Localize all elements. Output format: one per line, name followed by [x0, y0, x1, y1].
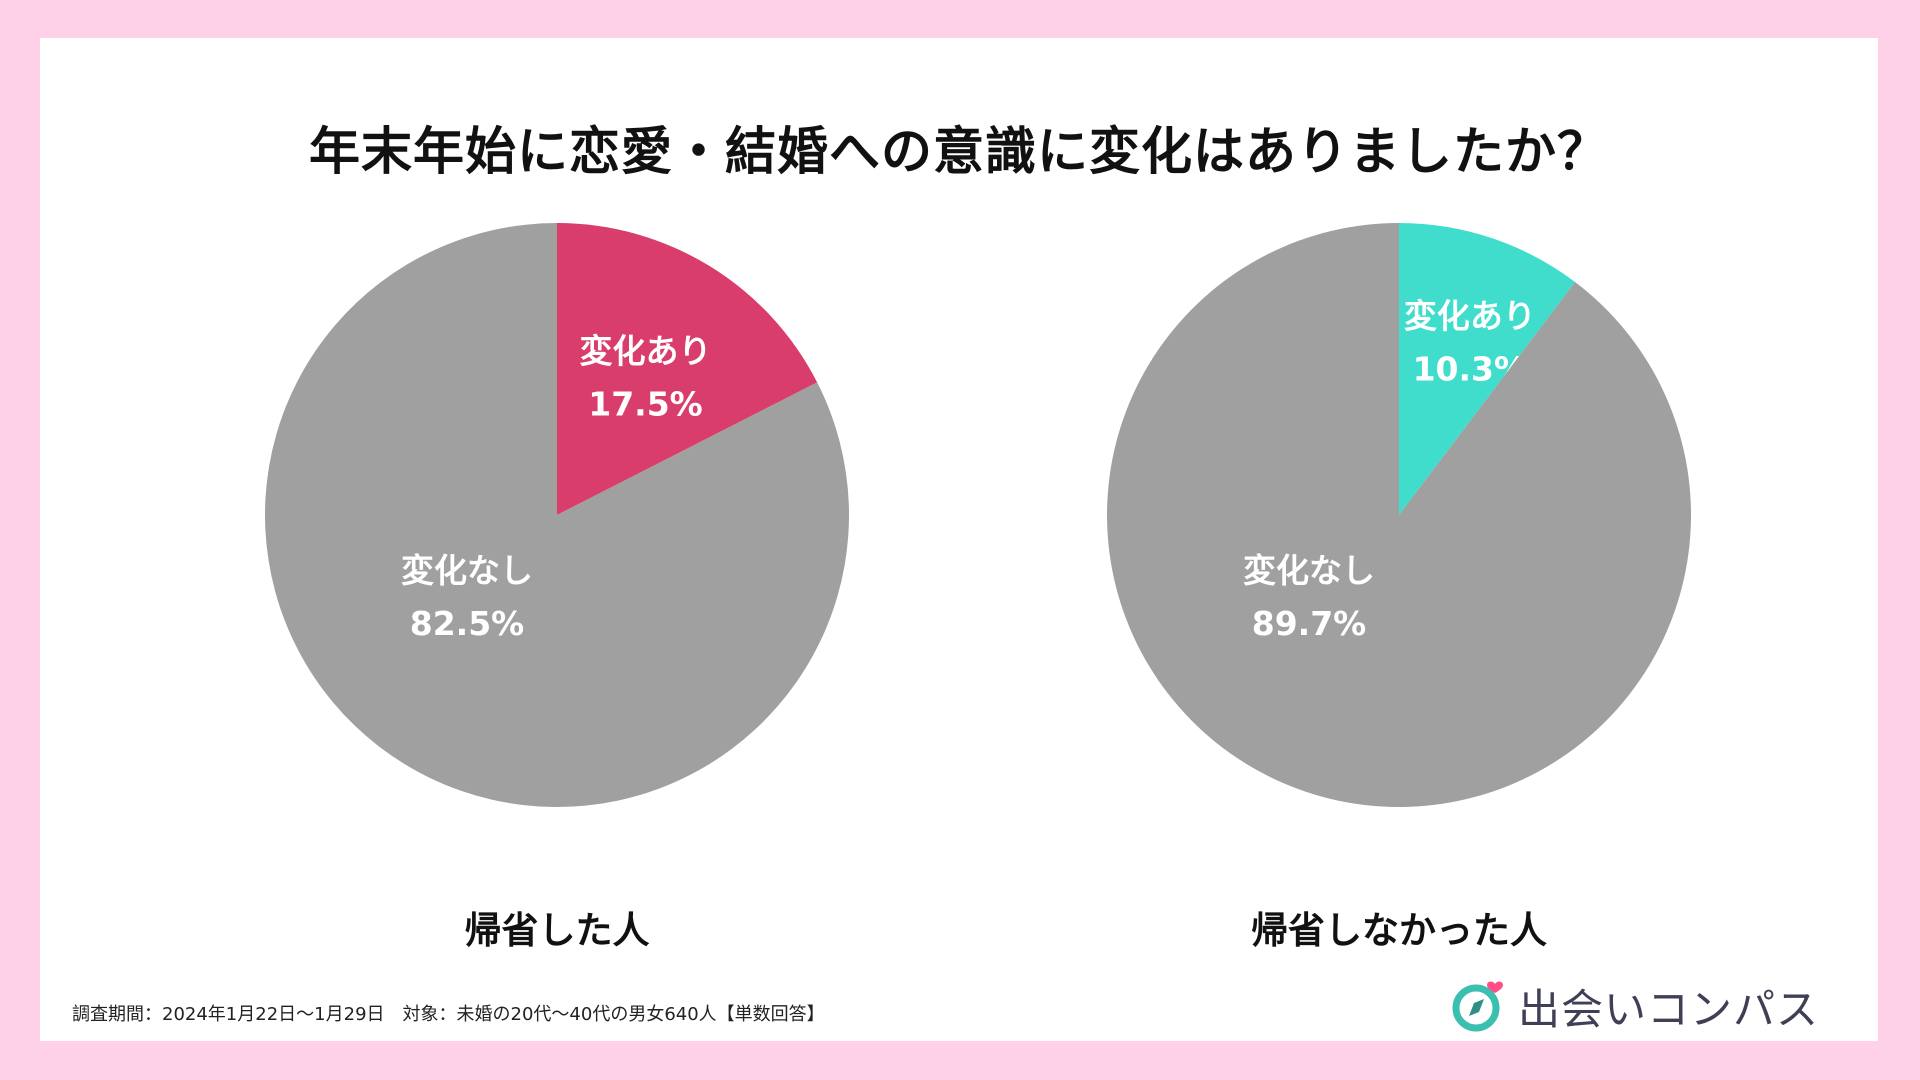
compass-heart-icon — [1450, 978, 1506, 1034]
pie-slice-changed — [557, 223, 818, 515]
slice-category-label: 変化なし — [1243, 551, 1375, 590]
chart-card: 年末年始に恋愛・結婚への意識に変化はありましたか？ 変化あり 17.5% 変化なし 8… — [40, 38, 1878, 1041]
pie-slice-unchanged — [1106, 223, 1691, 807]
slice-category-label: 変化なし — [401, 551, 533, 590]
brand-name: 出会いコンパス — [1518, 984, 1820, 1034]
pie-slice-changed — [1399, 223, 1576, 515]
pie-slice-unchanged — [264, 223, 849, 807]
chart-title: 年末年始に恋愛・結婚への意識に変化はありましたか？ — [308, 123, 1609, 182]
pie-chart-returned-home: 変化あり 17.5% 変化なし 82.5% — [264, 223, 849, 807]
survey-footnote: 調査期間：2024年1月22日〜1月29日 対象：未婚の20代〜40代の男女64… — [72, 1004, 825, 1025]
slice-value-label: 17.5% — [588, 385, 703, 424]
slice-value-label: 82.5% — [410, 604, 525, 643]
pie-caption-returned-home: 帰省した人 — [464, 909, 650, 952]
slice-value-label: 89.7% — [1252, 604, 1367, 643]
brand-logo: 出会いコンパス — [1450, 976, 1819, 1036]
slice-category-label: 変化あり — [1404, 297, 1536, 336]
slice-category-label: 変化あり — [579, 332, 711, 371]
pie-caption-not-returned-home: 帰省しなかった人 — [1251, 909, 1547, 952]
